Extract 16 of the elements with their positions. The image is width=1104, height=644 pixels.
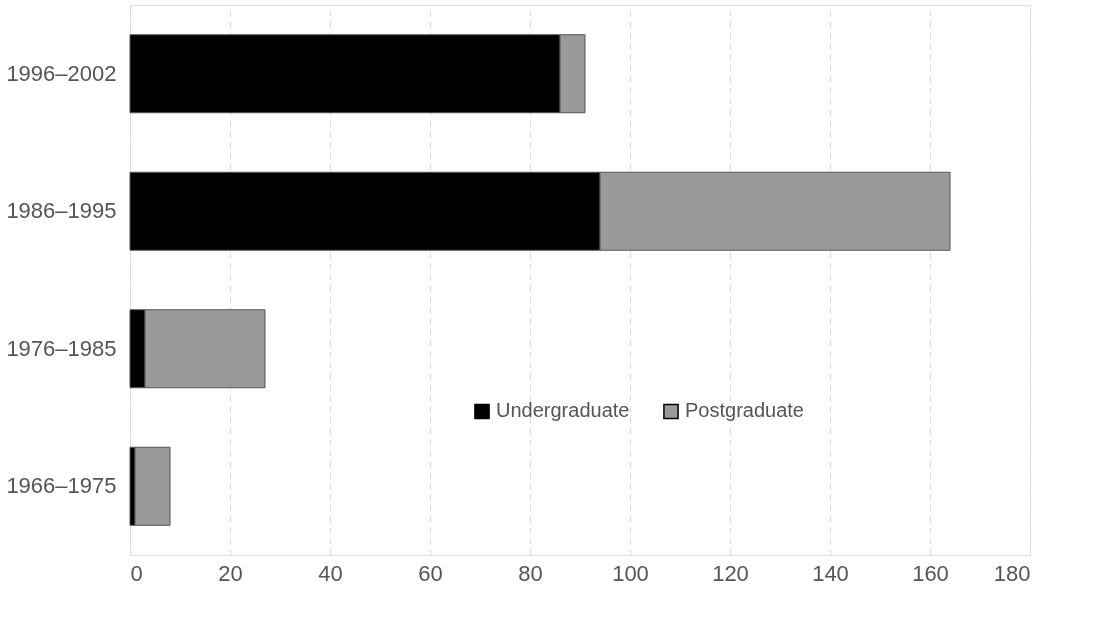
x-tick-label: 180 bbox=[993, 560, 1031, 586]
legend-label: Postgraduate bbox=[685, 399, 804, 422]
x-tick-label: 160 bbox=[912, 560, 949, 586]
y-tick-label: 1976–1985 bbox=[6, 335, 117, 361]
y-tick-label: 1996–2002 bbox=[6, 60, 117, 86]
x-tick-label: 140 bbox=[812, 560, 849, 586]
x-tick-label: 40 bbox=[318, 560, 343, 586]
legend-label: Undergraduate bbox=[496, 399, 630, 422]
x-tick-label: 0 bbox=[130, 560, 143, 586]
x-tick-label: 80 bbox=[518, 560, 543, 586]
y-tick-label: 1986–1995 bbox=[6, 198, 117, 224]
x-tick-label: 60 bbox=[418, 560, 443, 586]
x-tick-label: 20 bbox=[218, 560, 243, 586]
x-tick-label: 120 bbox=[712, 560, 749, 586]
x-tick-label: 100 bbox=[612, 560, 649, 586]
y-tick-label: 1966–1975 bbox=[6, 473, 117, 499]
